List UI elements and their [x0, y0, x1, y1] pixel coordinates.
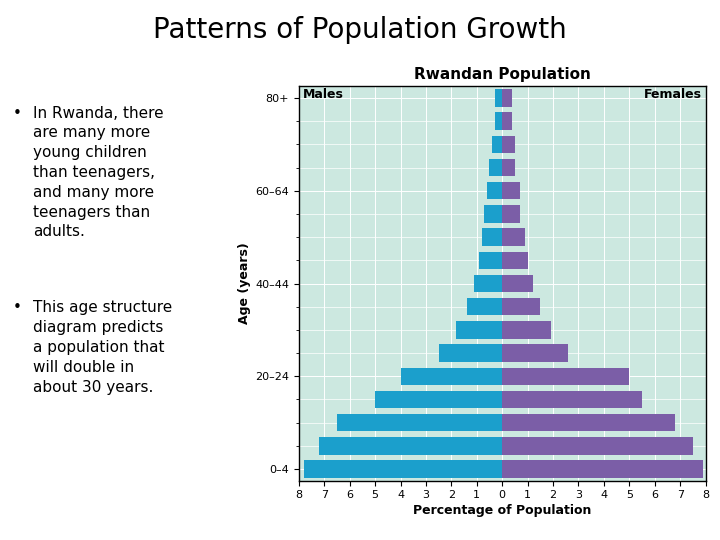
Bar [503, 89, 513, 107]
Bar [503, 298, 540, 315]
Text: •: • [12, 106, 22, 120]
Bar [503, 391, 642, 408]
Text: This age structure
diagram predicts
a population that
will double in
about 30 ye: This age structure diagram predicts a po… [33, 300, 172, 395]
Bar [495, 89, 503, 107]
Bar [503, 275, 533, 292]
Bar [337, 414, 503, 431]
Text: Males: Males [302, 87, 343, 100]
Bar [467, 298, 503, 315]
Bar [503, 414, 675, 431]
Text: In Rwanda, there
are many more
young children
than teenagers,
and many more
teen: In Rwanda, there are many more young chi… [33, 106, 163, 239]
Bar [503, 136, 515, 153]
Bar [503, 345, 568, 362]
Bar [503, 321, 551, 339]
Y-axis label: Age (years): Age (years) [238, 242, 251, 325]
Bar [485, 205, 503, 222]
Text: Females: Females [644, 87, 702, 100]
Text: •: • [12, 300, 22, 315]
Bar [492, 136, 503, 153]
Bar [503, 112, 513, 130]
Bar [503, 205, 520, 222]
Bar [503, 159, 515, 176]
Bar [304, 460, 503, 478]
Bar [503, 368, 629, 385]
Bar [474, 275, 503, 292]
Bar [503, 252, 528, 269]
X-axis label: Percentage of Population: Percentage of Population [413, 504, 591, 517]
Bar [490, 159, 503, 176]
Bar [495, 112, 503, 130]
Bar [503, 182, 520, 199]
Bar [375, 391, 503, 408]
Text: Patterns of Population Growth: Patterns of Population Growth [153, 16, 567, 44]
Bar [319, 437, 503, 455]
Bar [438, 345, 503, 362]
Bar [487, 182, 503, 199]
Bar [503, 228, 525, 246]
Bar [503, 460, 703, 478]
Bar [400, 368, 503, 385]
Text: Rwandan Population: Rwandan Population [414, 68, 591, 83]
Bar [480, 252, 503, 269]
Bar [503, 437, 693, 455]
Bar [456, 321, 503, 339]
Bar [482, 228, 503, 246]
